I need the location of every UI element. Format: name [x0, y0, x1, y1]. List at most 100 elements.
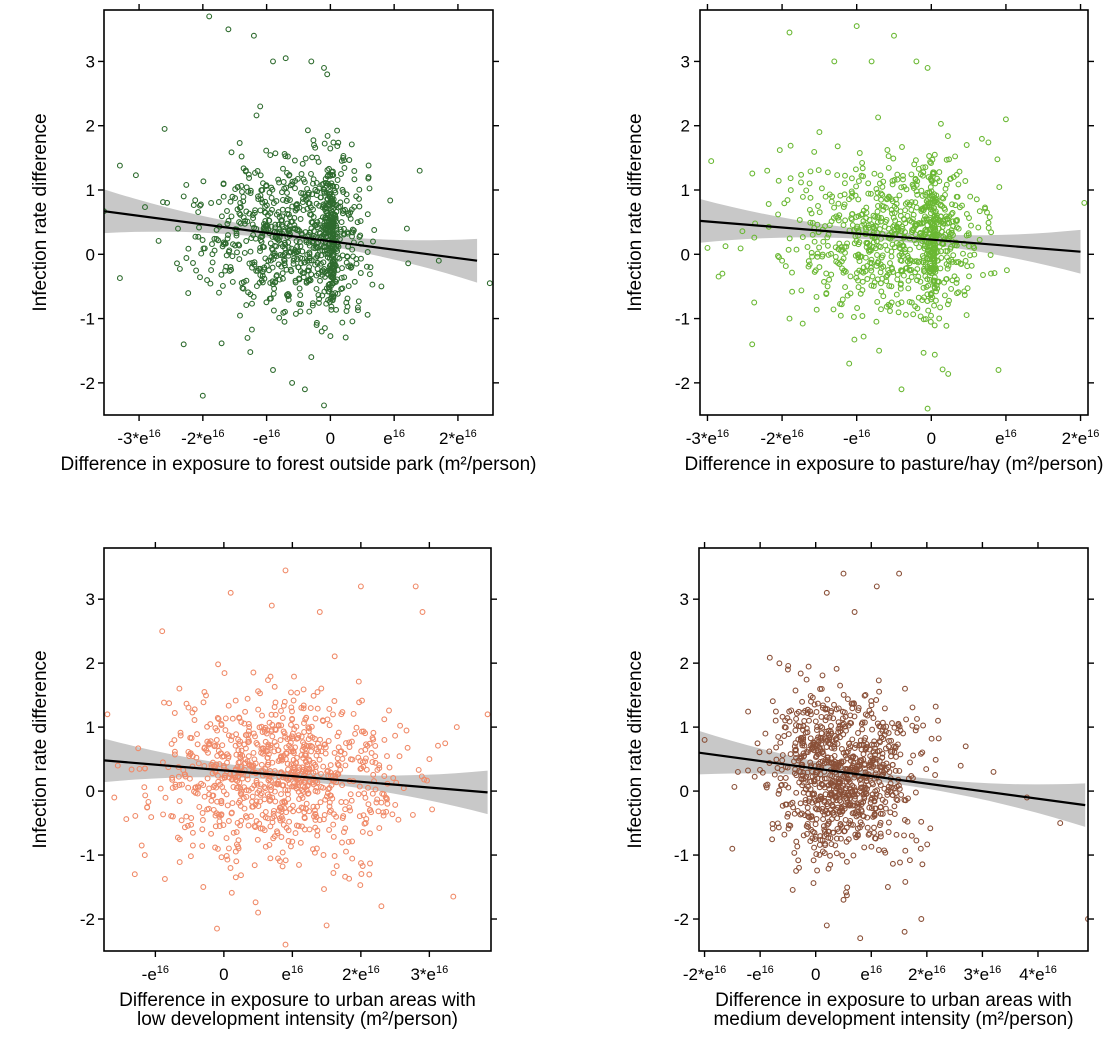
data-point: [793, 715, 800, 722]
data-point: [985, 225, 992, 231]
data-point: [319, 204, 326, 211]
data-point: [956, 168, 963, 175]
data-point: [306, 308, 313, 315]
data-point: [869, 791, 876, 798]
data-point: [322, 750, 329, 757]
data-point: [352, 730, 359, 737]
y-tick-label: -1: [674, 846, 689, 865]
data-point: [870, 239, 877, 246]
data-point: [822, 717, 829, 724]
x-axis-title: low development intensity (m²/person): [137, 1009, 458, 1030]
data-point: [807, 168, 814, 175]
data-point: [838, 805, 845, 812]
data-point: [246, 175, 253, 181]
data-point: [839, 852, 846, 859]
data-point: [141, 784, 148, 791]
data-point: [292, 185, 298, 192]
data-point: [928, 225, 934, 232]
data-point: [880, 206, 887, 213]
data-point: [283, 744, 290, 751]
data-point: [237, 312, 243, 319]
data-point: [276, 804, 283, 811]
data-point: [851, 774, 858, 781]
data-point: [272, 699, 279, 706]
data-point: [834, 740, 841, 747]
data-point: [838, 746, 845, 752]
data-point: [819, 724, 826, 731]
data-point: [253, 777, 260, 784]
data-point: [321, 189, 328, 196]
data-point: [255, 196, 262, 203]
data-point: [892, 745, 899, 752]
data-point: [996, 184, 1003, 191]
data-point: [821, 775, 828, 782]
data-point: [825, 795, 832, 802]
x-tick-label: 0: [927, 429, 936, 448]
data-point: [291, 250, 298, 257]
data-point: [807, 735, 814, 742]
data-point: [225, 217, 232, 224]
data-point: [810, 857, 817, 864]
data-point: [840, 731, 847, 738]
data-point: [161, 699, 167, 706]
data-point: [248, 813, 255, 820]
data-point: [314, 788, 321, 795]
data-point: [327, 183, 334, 190]
data-point: [235, 736, 242, 743]
data-point: [818, 185, 825, 192]
data-point: [244, 334, 251, 341]
data-point: [312, 761, 318, 768]
data-point: [924, 64, 931, 71]
data-point: [232, 742, 239, 749]
trend-line: [698, 751, 1086, 807]
data-point: [891, 209, 898, 216]
data-point: [894, 797, 901, 804]
data-point: [278, 707, 284, 714]
data-point: [287, 843, 294, 850]
data-point: [334, 755, 341, 762]
data-point: [281, 151, 288, 157]
data-point: [913, 58, 920, 65]
data-point: [290, 762, 297, 768]
data-point: [917, 313, 924, 320]
data-point: [344, 295, 351, 302]
data-point: [305, 743, 312, 750]
data-point: [874, 259, 881, 266]
data-point: [321, 402, 327, 409]
data-point: [251, 862, 258, 869]
data-point: [320, 180, 327, 187]
data-point: [322, 216, 329, 223]
data-point: [858, 780, 864, 787]
data-point: [367, 830, 373, 837]
data-point: [804, 706, 811, 713]
data-point: [933, 212, 940, 219]
data-point: [366, 271, 373, 278]
data-point: [893, 796, 900, 803]
data-point: [383, 796, 390, 803]
data-point: [307, 211, 313, 218]
data-point: [875, 677, 882, 684]
data-point: [346, 875, 353, 882]
data-point: [776, 147, 783, 154]
data-point: [800, 769, 807, 776]
data-point: [912, 727, 919, 734]
data-point: [355, 678, 362, 685]
data-point: [848, 188, 855, 195]
data-point: [267, 744, 274, 751]
data-point: [813, 727, 820, 733]
data-point: [326, 286, 333, 293]
data-point: [217, 781, 224, 788]
data-point: [272, 150, 279, 157]
data-point: [873, 697, 880, 703]
data-point: [922, 273, 929, 280]
data-point: [267, 240, 274, 247]
data-point: [877, 172, 884, 179]
data-point: [804, 804, 811, 811]
data-point: [908, 274, 915, 280]
data-point: [902, 847, 909, 854]
data-point: [358, 765, 365, 772]
data-point: [299, 248, 306, 255]
data-point: [358, 860, 364, 867]
data-point: [888, 253, 895, 260]
data-point: [858, 268, 865, 275]
